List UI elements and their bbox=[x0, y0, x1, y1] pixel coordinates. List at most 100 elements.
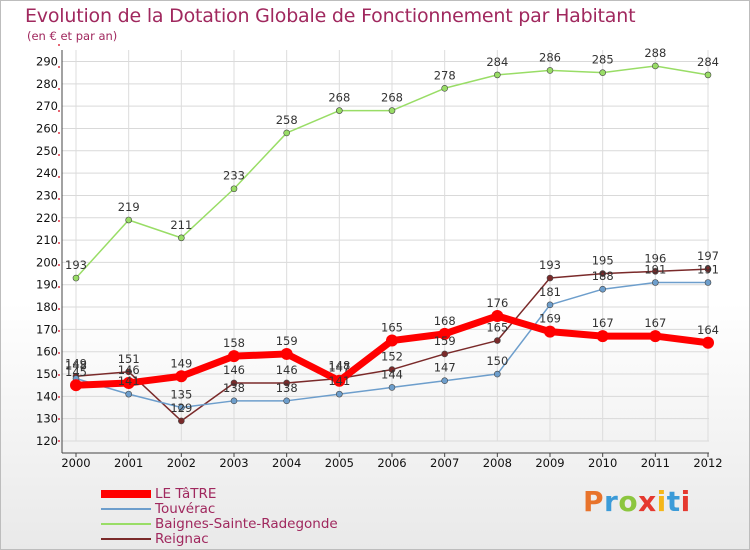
data-label: 159 bbox=[434, 334, 456, 348]
data-point bbox=[438, 327, 451, 340]
data-point bbox=[228, 350, 240, 363]
y-tick-label: 240 bbox=[36, 166, 58, 180]
data-label: 288 bbox=[644, 46, 666, 60]
data-label: 169 bbox=[539, 312, 561, 326]
legend-swatch bbox=[101, 508, 151, 510]
data-label: 195 bbox=[592, 254, 614, 268]
y-tick-label: 200 bbox=[36, 255, 58, 269]
data-label: 196 bbox=[644, 251, 666, 265]
data-label: 278 bbox=[434, 68, 456, 82]
y-tick-label: 220 bbox=[36, 211, 58, 225]
x-tick-label: 2005 bbox=[325, 456, 354, 470]
y-tick-label: 140 bbox=[36, 389, 58, 403]
data-point bbox=[386, 334, 398, 347]
data-label: 165 bbox=[381, 321, 403, 335]
data-point bbox=[283, 379, 290, 387]
data-label: 141 bbox=[118, 374, 140, 388]
x-tick-label: 2007 bbox=[430, 456, 459, 470]
data-label: 148 bbox=[328, 358, 350, 372]
data-label: 159 bbox=[276, 334, 298, 348]
data-label: 268 bbox=[381, 91, 403, 105]
data-label: 181 bbox=[539, 285, 561, 299]
data-label: 165 bbox=[486, 321, 508, 335]
y-tick-label: 160 bbox=[36, 345, 58, 359]
data-point bbox=[175, 370, 188, 383]
data-point bbox=[544, 325, 556, 338]
data-point bbox=[649, 330, 662, 343]
data-point bbox=[704, 71, 712, 79]
data-point bbox=[230, 379, 238, 387]
data-point bbox=[599, 285, 606, 293]
data-point bbox=[178, 417, 185, 425]
data-label: 164 bbox=[697, 323, 719, 337]
logo-letter: i bbox=[656, 485, 667, 518]
x-tick-label: 2008 bbox=[483, 456, 512, 470]
data-label: 233 bbox=[223, 169, 245, 183]
data-point bbox=[388, 107, 396, 114]
logo-letter: i bbox=[680, 485, 691, 518]
data-point bbox=[441, 377, 448, 385]
data-label: 147 bbox=[434, 361, 456, 375]
data-label: 286 bbox=[539, 50, 561, 64]
data-point bbox=[333, 374, 346, 387]
logo-letter: t bbox=[666, 485, 681, 518]
x-tick-label: 2011 bbox=[641, 456, 670, 470]
data-label: 151 bbox=[118, 352, 140, 366]
x-tick-label: 2003 bbox=[219, 456, 248, 470]
data-label: 135 bbox=[170, 388, 192, 402]
data-label: 149 bbox=[65, 356, 87, 370]
data-label: 158 bbox=[223, 336, 245, 350]
data-point bbox=[494, 337, 501, 344]
data-label: 146 bbox=[118, 363, 140, 377]
data-point bbox=[122, 376, 135, 389]
data-label: 211 bbox=[170, 218, 192, 232]
data-point bbox=[704, 279, 712, 286]
data-label: 150 bbox=[486, 354, 508, 368]
data-label: 268 bbox=[328, 91, 350, 105]
data-point bbox=[178, 404, 185, 411]
data-point bbox=[230, 397, 238, 405]
data-point bbox=[596, 330, 609, 343]
data-label: 193 bbox=[539, 258, 561, 272]
data-point bbox=[491, 309, 504, 322]
data-point bbox=[546, 301, 554, 309]
data-point bbox=[70, 379, 82, 392]
data-point bbox=[599, 270, 606, 277]
x-tick-label: 2010 bbox=[588, 456, 617, 470]
y-tick-label: 180 bbox=[36, 300, 58, 314]
data-label: 146 bbox=[276, 363, 298, 377]
data-label: 219 bbox=[118, 200, 140, 214]
data-point bbox=[283, 397, 290, 405]
x-tick-label: 2012 bbox=[693, 456, 722, 470]
y-tick-label: 210 bbox=[36, 233, 58, 247]
data-label: 129 bbox=[170, 401, 192, 415]
legend-label: Reignac bbox=[155, 531, 209, 547]
y-tick-label: 120 bbox=[36, 434, 58, 448]
data-label: 197 bbox=[697, 249, 719, 263]
data-point bbox=[230, 185, 238, 193]
data-label: 152 bbox=[381, 350, 403, 364]
x-tick-label: 2001 bbox=[114, 456, 143, 470]
chart-subtitle: (en € et par an) bbox=[27, 29, 118, 43]
data-point bbox=[125, 368, 132, 376]
legend-swatch bbox=[101, 490, 151, 498]
data-point bbox=[652, 268, 659, 275]
data-point bbox=[125, 390, 132, 398]
data-label: 258 bbox=[276, 113, 298, 127]
y-tick-label: 260 bbox=[36, 121, 58, 135]
data-point bbox=[546, 274, 554, 282]
data-label: 144 bbox=[381, 367, 403, 381]
data-label: 188 bbox=[592, 269, 614, 283]
data-label: 176 bbox=[486, 296, 508, 310]
data-point bbox=[388, 384, 396, 391]
legend-label: Baignes-Sainte-Radegonde bbox=[155, 516, 338, 532]
x-tick-label: 2002 bbox=[167, 456, 196, 470]
data-point bbox=[125, 216, 132, 224]
legend-label: LE TâTRE bbox=[155, 486, 217, 502]
legend-swatch bbox=[101, 538, 151, 540]
y-tick-label: 250 bbox=[36, 144, 58, 158]
data-point bbox=[494, 71, 501, 79]
data-label: 167 bbox=[644, 316, 666, 330]
